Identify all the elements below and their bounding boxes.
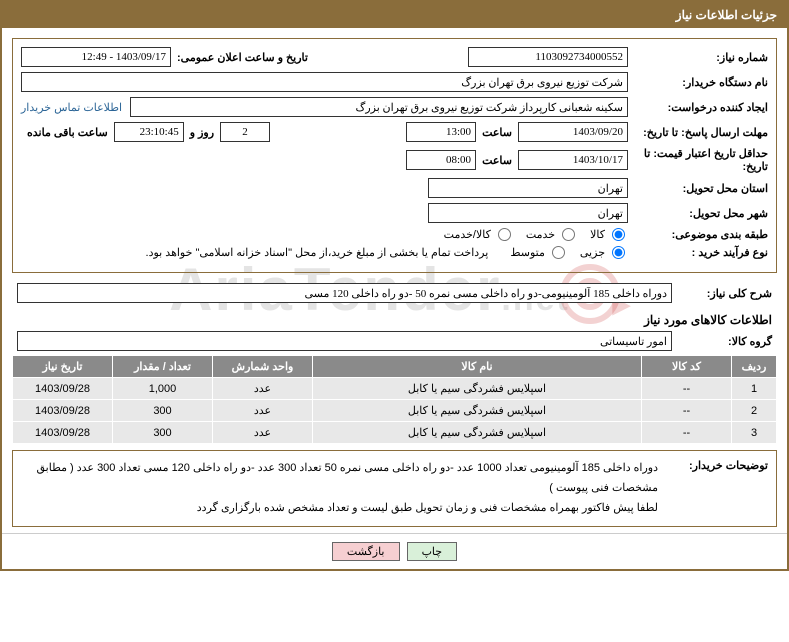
cell-name: اسپلایس فشردگی سیم یا کابل: [313, 422, 642, 444]
cell-date: 1403/09/28: [13, 378, 113, 400]
deadline-text: مهلت ارسال پاسخ:: [681, 127, 768, 139]
validity-date-input[interactable]: [518, 150, 628, 170]
cell-qty: 300: [113, 400, 213, 422]
days-input[interactable]: [220, 122, 270, 142]
announce-label: تاریخ و ساعت اعلان عمومی:: [171, 51, 314, 64]
buyer-notes-label: توضیحات خریدار:: [658, 459, 768, 472]
goods-section-title: اطلاعات کالاهای مورد نیاز: [12, 313, 772, 327]
th-code: کد کالا: [642, 356, 732, 378]
cell-code: --: [642, 378, 732, 400]
process-label: نوع فرآیند خرید :: [628, 246, 768, 259]
deadline-date-input[interactable]: [518, 122, 628, 142]
panel-header: جزئیات اطلاعات نیاز: [2, 2, 787, 28]
goods-table: ردیف کد کالا نام کالا واحد شمارش تعداد /…: [12, 355, 777, 444]
cell-row: 1: [732, 378, 777, 400]
province-input[interactable]: [428, 178, 628, 198]
buyer-notes-line1: دوراه داخلی 185 آلومینیومی تعداد 1000 عد…: [21, 459, 658, 499]
buyer-org-label: نام دستگاه خریدار:: [628, 76, 768, 89]
cell-qty: 300: [113, 422, 213, 444]
table-row: 3--اسپلایس فشردگی سیم یا کابلعدد3001403/…: [13, 422, 777, 444]
requester-input[interactable]: [130, 97, 628, 117]
category-goods-text: کالا: [578, 228, 609, 241]
th-qty: تعداد / مقدار: [113, 356, 213, 378]
cell-row: 3: [732, 422, 777, 444]
deadline-time-input[interactable]: [406, 122, 476, 142]
cell-unit: عدد: [213, 400, 313, 422]
table-row: 2--اسپلایس فشردگی سیم یا کابلعدد3001403/…: [13, 400, 777, 422]
countdown-input[interactable]: [114, 122, 184, 142]
back-button[interactable]: بازگشت: [332, 542, 400, 561]
category-service-radio[interactable]: [562, 228, 575, 241]
bottom-bar: چاپ بازگشت: [2, 533, 787, 569]
validity-time-input[interactable]: [406, 150, 476, 170]
buyer-notes-line2: لطفا پیش فاکتور بهمراه مشخصات فنی و زمان…: [21, 499, 658, 519]
category-both-radio[interactable]: [498, 228, 511, 241]
need-number-input[interactable]: [468, 47, 628, 67]
cell-unit: عدد: [213, 422, 313, 444]
cell-code: --: [642, 400, 732, 422]
process-minor-radio[interactable]: [612, 246, 625, 259]
goods-group-input[interactable]: [17, 331, 672, 351]
time-label-2: ساعت: [476, 154, 518, 167]
city-input[interactable]: [428, 203, 628, 223]
th-name: نام کالا: [313, 356, 642, 378]
print-button[interactable]: چاپ: [407, 542, 458, 561]
buyer-notes-content: دوراه داخلی 185 آلومینیومی تعداد 1000 عد…: [21, 459, 658, 518]
process-note: پرداخت تمام یا بخشی از مبلغ خرید،از محل …: [146, 246, 499, 259]
cell-name: اسپلایس فشردگی سیم یا کابل: [313, 378, 642, 400]
need-number-label: شماره نیاز:: [628, 51, 768, 64]
buyer-org-input[interactable]: [21, 72, 628, 92]
validity-label: حداقل تاریخ اعتبار قیمت: تا تاریخ:: [628, 147, 768, 173]
buyer-contact-link[interactable]: اطلاعات تماس خریدار: [21, 101, 130, 114]
details-section: شماره نیاز: تاریخ و ساعت اعلان عمومی: نا…: [12, 38, 777, 273]
cell-qty: 1,000: [113, 378, 213, 400]
th-row: ردیف: [732, 356, 777, 378]
buyer-notes-box: توضیحات خریدار: دوراه داخلی 185 آلومینیو…: [12, 450, 777, 527]
deadline-label: مهلت ارسال پاسخ: تا تاریخ:: [628, 126, 768, 139]
cell-code: --: [642, 422, 732, 444]
time-label-1: ساعت: [476, 126, 518, 139]
process-medium-radio[interactable]: [552, 246, 565, 259]
goods-group-label: گروه کالا:: [672, 335, 772, 348]
city-label: شهر محل تحویل:: [628, 207, 768, 220]
th-date: تاریخ نیاز: [13, 356, 113, 378]
category-service-text: خدمت: [514, 228, 559, 241]
announce-input[interactable]: [21, 47, 171, 67]
process-medium-text: متوسط: [498, 246, 549, 259]
requester-label: ایجاد کننده درخواست:: [628, 101, 768, 114]
cell-date: 1403/09/28: [13, 422, 113, 444]
province-label: استان محل تحویل:: [628, 182, 768, 195]
category-goods-radio[interactable]: [612, 228, 625, 241]
process-minor-text: جزیی: [568, 246, 609, 259]
cell-date: 1403/09/28: [13, 400, 113, 422]
cell-unit: عدد: [213, 378, 313, 400]
need-summary-input[interactable]: [17, 283, 672, 303]
cell-name: اسپلایس فشردگی سیم یا کابل: [313, 400, 642, 422]
validity-text: حداقل تاریخ اعتبار قیمت:: [653, 148, 768, 160]
category-both-text: کالا/خدمت: [432, 228, 495, 241]
day-and-label: روز و: [184, 126, 220, 139]
until-text: تا تاریخ:: [643, 127, 678, 139]
th-unit: واحد شمارش: [213, 356, 313, 378]
remaining-label: ساعت باقی مانده: [21, 126, 114, 139]
category-label: طبقه بندی موضوعی:: [628, 228, 768, 241]
cell-row: 2: [732, 400, 777, 422]
need-summary-label: شرح کلی نیاز:: [672, 287, 772, 300]
table-row: 1--اسپلایس فشردگی سیم یا کابلعدد1,000140…: [13, 378, 777, 400]
